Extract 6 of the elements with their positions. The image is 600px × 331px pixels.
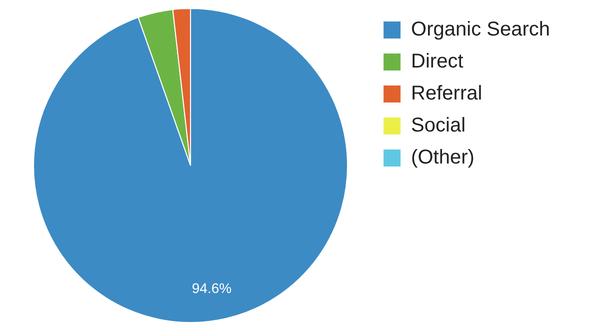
legend-label: Social	[411, 114, 466, 137]
legend-label: Direct	[411, 50, 464, 73]
legend-label: (Other)	[411, 146, 474, 169]
data-label: 94.6%	[192, 280, 232, 296]
legend-label: Organic Search	[411, 18, 550, 41]
legend-label: Referral	[411, 82, 482, 105]
